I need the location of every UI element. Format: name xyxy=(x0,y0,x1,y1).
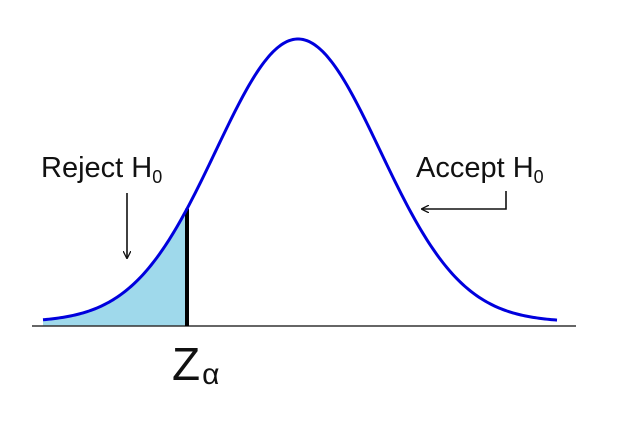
accept-h0-subscript: 0 xyxy=(534,167,544,187)
normal-curve xyxy=(42,37,558,322)
reject-h0-subscript: 0 xyxy=(152,167,162,187)
accept-arrow xyxy=(422,191,507,209)
rejection-region xyxy=(43,208,187,326)
z-text: Z xyxy=(172,338,200,390)
reject-h0-text: Reject H xyxy=(41,152,152,184)
accept-h0-label: Accept H0 xyxy=(416,152,544,187)
reject-h0-label: Reject H0 xyxy=(41,152,162,187)
z-alpha-label: Zα xyxy=(172,338,219,391)
alpha-subscript: α xyxy=(202,358,219,391)
accept-h0-text: Accept H xyxy=(416,152,534,184)
